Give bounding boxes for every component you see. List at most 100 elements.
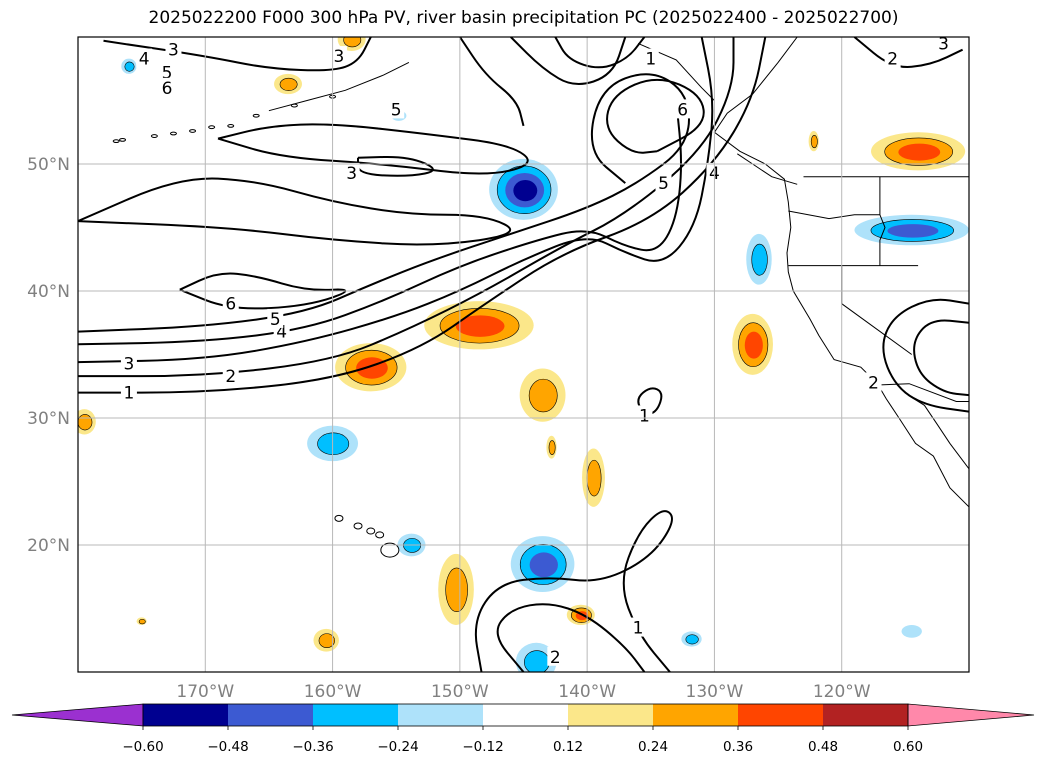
contour-label: 5: [391, 100, 402, 120]
california-nevada-border: [841, 265, 912, 355]
contour-label-bg: [222, 366, 239, 386]
colorbar-tick-label: 0.60: [893, 739, 923, 755]
coastlines: [112, 37, 969, 558]
aleutian-island: [189, 129, 197, 133]
precip-level: [318, 633, 335, 648]
pv-isoline: [78, 177, 511, 246]
colorbar-tick-label: −0.60: [122, 739, 163, 755]
precip-blob: [78, 409, 96, 435]
precip-blob: [870, 132, 966, 171]
precip-blob: [746, 233, 772, 285]
map-frame: [77, 36, 970, 673]
pv-isoline: [882, 298, 969, 413]
contour-label: 2: [868, 373, 879, 393]
precip-blob: [515, 642, 557, 672]
contour-label-bg: [330, 46, 347, 66]
gridlines: [78, 37, 969, 672]
precip-blob: [136, 617, 147, 626]
precip-level: [751, 243, 768, 276]
aleutian-island: [119, 137, 127, 142]
pv-isoline: [474, 510, 673, 672]
contour-label-bg: [642, 48, 659, 68]
aleutian-island: [227, 124, 235, 128]
map-title: 2025022200 F000 300 hPa PV, river basin …: [148, 8, 899, 28]
colorbar-tick-label: −0.48: [207, 739, 248, 755]
pv-isoline: [357, 155, 434, 177]
colorbar-tick-label: 0.48: [808, 739, 838, 755]
precip-blob: [121, 58, 137, 74]
contour-label-bg: [165, 39, 182, 59]
contour-label-bg: [388, 99, 405, 119]
contour-label-bg: [120, 353, 137, 373]
contour-label: 6: [162, 79, 173, 99]
precip-level: [528, 378, 558, 413]
precip-level: [898, 143, 941, 161]
pv-isoline: [913, 319, 969, 397]
washington-idaho-border: [879, 176, 886, 266]
precip-level: [455, 315, 505, 337]
precip-blob: [854, 214, 969, 246]
contour-label: 5: [270, 310, 281, 330]
pv-isoline: [510, 37, 627, 86]
contour-label-bg: [636, 405, 653, 425]
pv-isoline: [179, 272, 347, 310]
contour-label-bg: [343, 162, 360, 182]
contour-label: 2: [225, 367, 236, 387]
aleutian-island: [208, 125, 216, 130]
pv-isoline: [78, 37, 714, 364]
precip-blob: [274, 73, 303, 95]
contour-label: 6: [225, 295, 236, 315]
precip-level: [445, 567, 468, 613]
precip-blob: [510, 536, 575, 592]
contour-label: 3: [124, 354, 135, 374]
longitude-tick-label: 160°W: [304, 682, 362, 702]
contour-label-bg: [674, 99, 691, 119]
latitude-tick-label: 50°N: [27, 155, 70, 175]
contour-label-bg: [935, 37, 952, 53]
contour-label: 1: [645, 50, 656, 70]
hawaii-island: [353, 522, 363, 530]
colorbar-tick-label: 0.36: [723, 739, 753, 755]
longitude-tick-label: 130°W: [686, 682, 744, 702]
colorbar-tick-label: −0.24: [377, 739, 418, 755]
precip-blob: [313, 628, 339, 652]
precip-level: [586, 459, 602, 497]
pv-isoline: [459, 37, 525, 127]
aleutian-island: [112, 139, 120, 144]
precip-level: [138, 618, 146, 625]
colorbar-tick-label: 0.24: [638, 739, 668, 755]
longitude-tick-label: 170°W: [176, 682, 234, 702]
latitude-tick-label: 40°N: [27, 282, 70, 302]
colorbar-extend-min: [11, 703, 144, 727]
colorbar-outline: [142, 703, 909, 727]
colorbar-extend-max: [907, 703, 1035, 727]
precip-level: [356, 357, 388, 379]
colorbar: −0.60 −0.48 −0.36 −0.24 −0.12 0.12 0.24 0.36 0.4…: [11, 703, 1035, 755]
longitude-tick-label: 150°W: [431, 682, 489, 702]
precip-blob: [901, 625, 922, 638]
contour-label: 6: [677, 100, 688, 120]
precip-level: [513, 179, 538, 202]
colorbar-segment: [143, 704, 228, 726]
hawaii-island: [380, 542, 400, 558]
gulf-of-california-coastline: [907, 394, 969, 470]
colorbar-segment: [738, 704, 823, 726]
aleutian-island: [290, 103, 298, 108]
colorbar-segment: [653, 704, 738, 726]
precip-level: [548, 440, 556, 455]
colorbar-segment: [313, 704, 398, 726]
aleutian-island: [169, 131, 177, 136]
contour-label-bg: [222, 293, 239, 313]
precip-level: [744, 331, 763, 359]
contour-label: 4: [139, 50, 150, 70]
precip-level: [529, 552, 558, 578]
washington-oregon-border: [788, 210, 880, 220]
contour-label-bg: [136, 48, 153, 68]
contour-label: 5: [658, 174, 669, 194]
pv-isoline: [78, 37, 735, 378]
pv-isoline: [217, 123, 529, 175]
precip-level: [279, 77, 298, 91]
colorbar-segment: [228, 704, 313, 726]
